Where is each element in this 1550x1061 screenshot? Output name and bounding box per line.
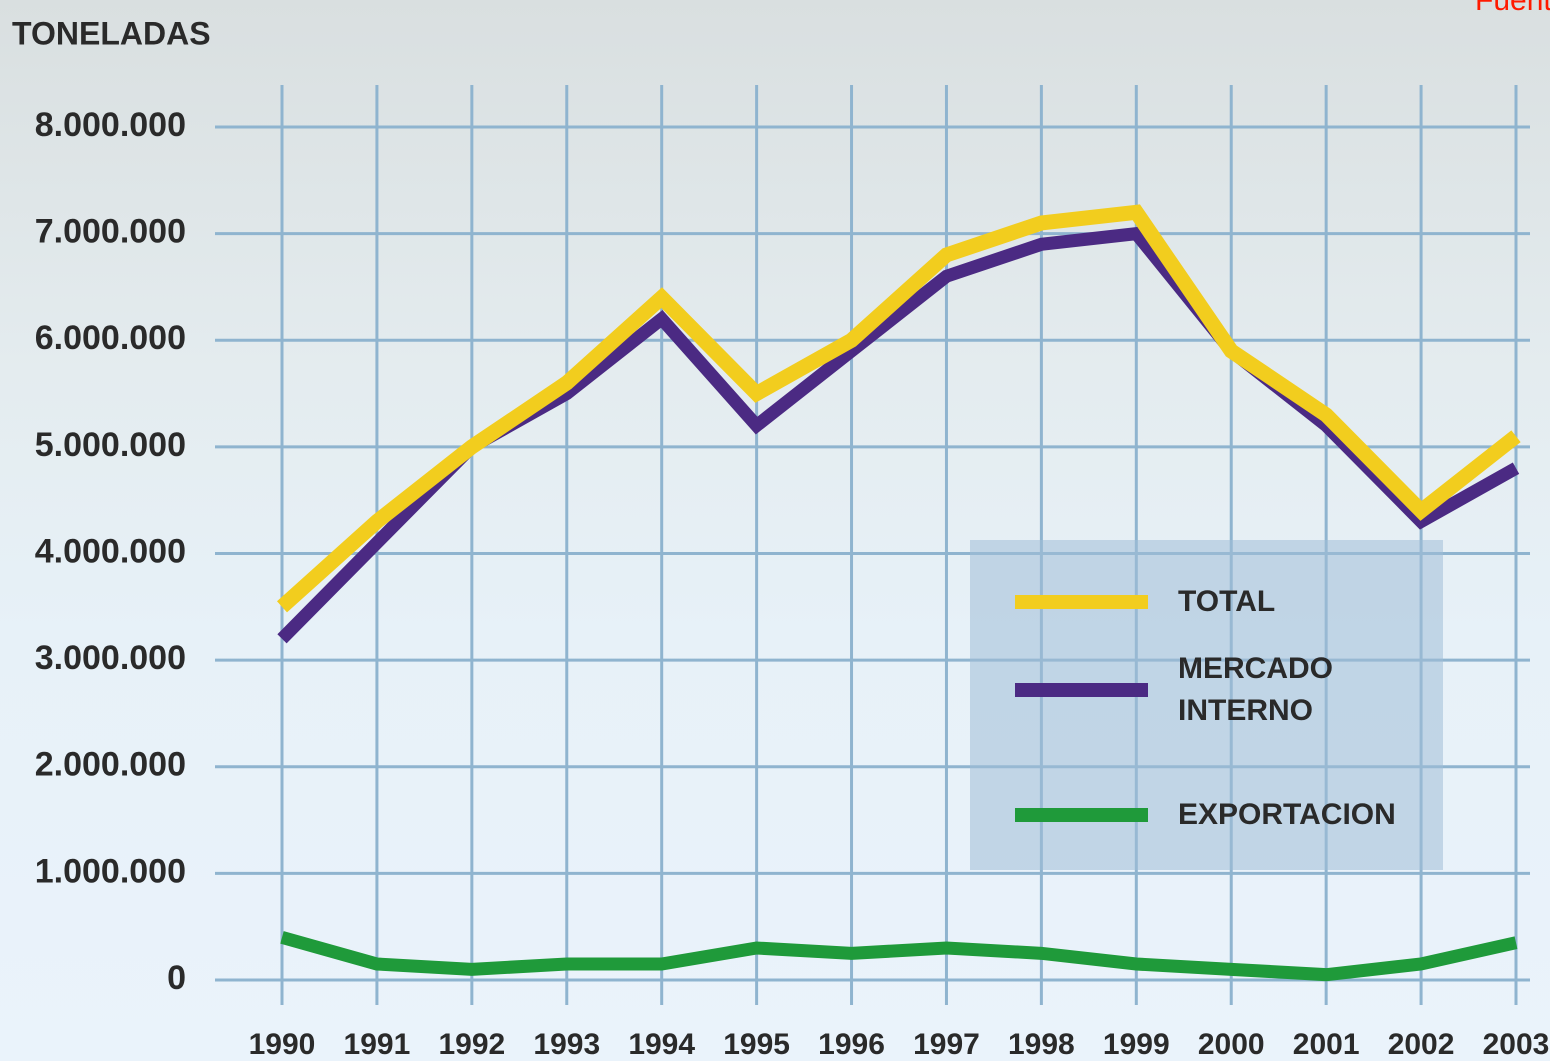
- x-tick-label: 1991: [344, 1028, 411, 1061]
- y-tick-label: 0: [167, 959, 186, 997]
- legend-label: EXPORTACION: [1178, 798, 1396, 831]
- x-tick-label: 1992: [438, 1028, 505, 1061]
- legend-swatch: [1015, 808, 1148, 822]
- legend-swatch: [1015, 683, 1148, 697]
- x-tick-label: 1995: [723, 1028, 790, 1061]
- x-tick-label: 1994: [628, 1028, 695, 1061]
- y-tick-label: 8.000.000: [35, 106, 186, 144]
- x-tick-label: 1997: [913, 1028, 980, 1061]
- x-tick-label: 1996: [818, 1028, 885, 1061]
- axis-title: TONELADAS: [12, 15, 211, 51]
- y-tick-label: 2.000.000: [35, 746, 186, 784]
- y-tick-label: 7.000.000: [35, 213, 186, 251]
- legend-item: MERCADO INTERNO: [1015, 652, 1435, 727]
- x-tick-label: 2003: [1483, 1028, 1550, 1061]
- x-tick-label: 2001: [1293, 1028, 1360, 1061]
- legend-item: TOTAL: [1015, 572, 1435, 632]
- legend-swatch: [1015, 595, 1148, 609]
- y-tick-label: 1.000.000: [35, 852, 186, 890]
- legend-item: EXPORTACION: [1015, 785, 1435, 845]
- y-tick-label: 3.000.000: [35, 639, 186, 677]
- x-tick-label: 1990: [249, 1028, 316, 1061]
- legend-label: MERCADO INTERNO: [1178, 652, 1333, 727]
- x-tick-label: 1993: [533, 1028, 600, 1061]
- y-tick-label: 5.000.000: [35, 426, 186, 464]
- x-tick-label: 2000: [1198, 1028, 1265, 1061]
- y-tick-label: 6.000.000: [35, 319, 186, 357]
- series-line: [276, 204, 1521, 613]
- legend-label: TOTAL: [1178, 585, 1276, 618]
- legend: TOTAL MERCADO INTERNO EXPORTACION: [970, 540, 1443, 870]
- x-tick-label: 1998: [1008, 1028, 1075, 1061]
- y-tick-label: 4.000.000: [35, 532, 186, 570]
- series-line: [280, 931, 1518, 982]
- x-tick-label: 2002: [1388, 1028, 1455, 1061]
- x-tick-label: 1999: [1103, 1028, 1170, 1061]
- source-label: Fuente:: [1475, 0, 1550, 17]
